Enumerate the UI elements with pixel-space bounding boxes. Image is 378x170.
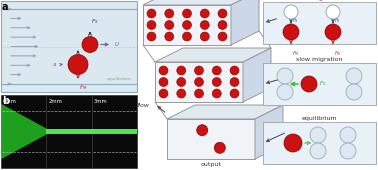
Text: 2mm: 2mm bbox=[48, 99, 62, 104]
Circle shape bbox=[212, 66, 221, 75]
Circle shape bbox=[147, 9, 156, 18]
Circle shape bbox=[310, 127, 326, 143]
Circle shape bbox=[325, 24, 341, 40]
Circle shape bbox=[218, 32, 227, 41]
Circle shape bbox=[183, 32, 192, 41]
Bar bbox=[46, 129, 92, 134]
Circle shape bbox=[212, 89, 221, 98]
Circle shape bbox=[230, 89, 239, 98]
Text: $F_M$: $F_M$ bbox=[334, 49, 342, 58]
Circle shape bbox=[147, 32, 156, 41]
Bar bbox=[92, 129, 137, 134]
Circle shape bbox=[200, 32, 209, 41]
Circle shape bbox=[165, 32, 174, 41]
Circle shape bbox=[183, 9, 192, 18]
Circle shape bbox=[159, 89, 168, 98]
Circle shape bbox=[177, 66, 186, 75]
Bar bbox=[92, 95, 137, 168]
Circle shape bbox=[284, 5, 298, 19]
Circle shape bbox=[159, 78, 168, 87]
Bar bbox=[1, 95, 46, 168]
Circle shape bbox=[68, 55, 88, 74]
Polygon shape bbox=[255, 105, 283, 159]
Text: output: output bbox=[201, 162, 222, 167]
Circle shape bbox=[183, 21, 192, 30]
Text: b: b bbox=[2, 96, 9, 106]
Text: 3mm: 3mm bbox=[94, 99, 107, 104]
Circle shape bbox=[230, 66, 239, 75]
Text: $F_S$: $F_S$ bbox=[91, 18, 99, 27]
Text: 0mm: 0mm bbox=[3, 99, 17, 104]
Bar bbox=[263, 2, 376, 44]
Circle shape bbox=[230, 78, 239, 87]
Circle shape bbox=[165, 9, 174, 18]
Text: a: a bbox=[2, 2, 8, 12]
Circle shape bbox=[195, 78, 203, 87]
Bar bbox=[143, 5, 231, 45]
Circle shape bbox=[346, 68, 362, 84]
Text: stage $II$: stage $II$ bbox=[275, 71, 302, 80]
Circle shape bbox=[200, 21, 209, 30]
Text: equilibrium: equilibrium bbox=[301, 116, 337, 121]
Circle shape bbox=[340, 127, 356, 143]
Circle shape bbox=[159, 66, 168, 75]
Text: $F_M$: $F_M$ bbox=[292, 49, 300, 58]
Text: equilibrium: equilibrium bbox=[107, 77, 132, 81]
Circle shape bbox=[346, 84, 362, 100]
Polygon shape bbox=[155, 48, 271, 62]
Circle shape bbox=[340, 143, 356, 159]
Circle shape bbox=[177, 78, 186, 87]
Bar bbox=[263, 63, 376, 105]
Circle shape bbox=[212, 78, 221, 87]
Text: $U$: $U$ bbox=[114, 39, 120, 47]
Circle shape bbox=[177, 89, 186, 98]
Text: slow migration: slow migration bbox=[296, 57, 342, 62]
Circle shape bbox=[197, 125, 208, 136]
Bar bbox=[263, 122, 376, 164]
Circle shape bbox=[165, 21, 174, 30]
Circle shape bbox=[283, 24, 299, 40]
Circle shape bbox=[284, 134, 302, 152]
Text: stage $I$: stage $I$ bbox=[263, 13, 288, 22]
Polygon shape bbox=[231, 0, 259, 45]
Circle shape bbox=[218, 9, 227, 18]
Text: $F_S$: $F_S$ bbox=[334, 16, 341, 26]
Polygon shape bbox=[167, 105, 283, 119]
Bar bbox=[155, 62, 243, 102]
Polygon shape bbox=[243, 48, 271, 102]
Circle shape bbox=[214, 142, 225, 153]
Circle shape bbox=[277, 68, 293, 84]
Circle shape bbox=[301, 76, 317, 92]
Text: $F_0$: $F_0$ bbox=[319, 80, 327, 88]
Text: flow: flow bbox=[137, 103, 150, 108]
Bar bbox=[1, 1, 137, 92]
Text: C: C bbox=[141, 0, 148, 2]
Polygon shape bbox=[1, 104, 46, 159]
Circle shape bbox=[195, 66, 203, 75]
Text: $a$: $a$ bbox=[52, 61, 57, 68]
Text: fast migration: fast migration bbox=[297, 0, 341, 1]
Text: $F_S$: $F_S$ bbox=[292, 16, 299, 26]
Text: $F_M$: $F_M$ bbox=[79, 83, 87, 92]
Circle shape bbox=[147, 21, 156, 30]
Bar bbox=[167, 119, 255, 159]
Circle shape bbox=[277, 84, 293, 100]
Bar bbox=[46, 95, 92, 168]
Circle shape bbox=[326, 5, 340, 19]
Circle shape bbox=[200, 9, 209, 18]
Circle shape bbox=[310, 143, 326, 159]
Circle shape bbox=[195, 89, 203, 98]
Circle shape bbox=[218, 21, 227, 30]
Circle shape bbox=[82, 37, 98, 53]
Polygon shape bbox=[143, 0, 259, 5]
